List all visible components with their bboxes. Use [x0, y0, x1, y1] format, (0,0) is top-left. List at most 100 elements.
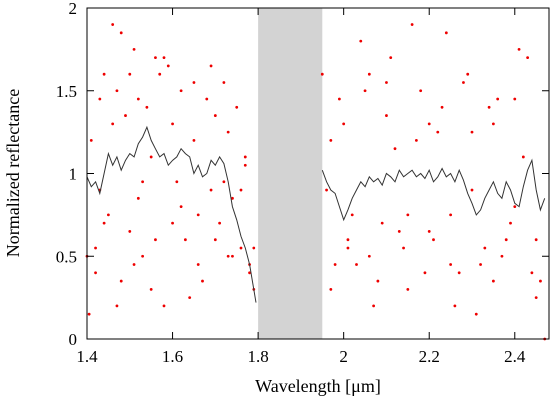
data-point	[406, 287, 410, 291]
data-point	[440, 105, 444, 109]
data-point	[218, 221, 222, 225]
data-point	[376, 279, 380, 283]
data-point	[329, 287, 333, 291]
data-point	[98, 97, 102, 101]
x-axis-title: Wavelength [μm]	[255, 376, 381, 396]
data-point	[128, 72, 132, 76]
data-point	[111, 23, 115, 26]
data-point	[136, 97, 140, 101]
data-point	[209, 64, 213, 68]
data-point	[479, 263, 482, 266]
data-point	[192, 139, 196, 142]
data-point	[141, 254, 145, 258]
data-point	[235, 105, 239, 109]
data-point	[393, 147, 397, 151]
data-point	[154, 56, 157, 60]
data-point	[449, 263, 453, 266]
y-tick-label: 0	[69, 330, 78, 349]
data-point	[355, 263, 358, 266]
data-point	[87, 312, 91, 316]
data-point	[231, 254, 234, 258]
x-tick-label: 2	[339, 347, 348, 366]
data-point	[427, 122, 431, 126]
data-point	[509, 221, 512, 225]
x-tick-label: 2.4	[504, 347, 526, 366]
data-point	[385, 81, 388, 84]
data-point	[166, 64, 170, 68]
data-point	[248, 271, 251, 275]
data-point	[444, 31, 448, 35]
data-point	[320, 72, 324, 76]
data-point	[128, 230, 132, 233]
data-point	[252, 246, 256, 250]
data-point	[119, 31, 123, 35]
data-point	[239, 188, 243, 192]
axes: 1.4 1.6 1.8 2 2.2 2.4 0 0.5 1 1.5 2	[56, 0, 550, 366]
data-point	[513, 205, 517, 209]
data-point	[141, 180, 145, 184]
y-tick-label: 0.5	[56, 247, 77, 266]
data-point	[359, 39, 363, 43]
data-point	[94, 246, 97, 250]
data-point	[243, 163, 247, 167]
data-point	[363, 89, 367, 93]
data-point	[521, 155, 525, 159]
y-tick-label: 1	[69, 165, 78, 184]
data-point	[453, 304, 457, 308]
data-point	[419, 89, 423, 93]
data-point	[466, 72, 470, 76]
data-point	[205, 97, 209, 101]
data-point	[333, 263, 337, 266]
data-point	[342, 122, 346, 126]
data-point	[526, 56, 530, 60]
data-point	[491, 279, 495, 283]
data-point	[196, 213, 200, 217]
data-point	[470, 188, 474, 192]
data-point	[188, 296, 192, 300]
data-point	[367, 254, 371, 258]
data-point	[115, 89, 119, 93]
data-point	[534, 296, 538, 300]
data-point	[462, 81, 465, 84]
data-point	[346, 246, 350, 250]
data-point	[427, 230, 431, 233]
x-tick-label: 2.2	[419, 347, 440, 366]
data-point	[457, 271, 461, 275]
data-point	[149, 287, 153, 291]
data-point	[158, 72, 162, 76]
data-point	[196, 263, 200, 266]
data-point	[102, 221, 106, 225]
data-point	[201, 279, 204, 283]
data-point	[226, 130, 230, 134]
data-point	[171, 221, 174, 225]
data-point	[402, 246, 405, 250]
data-point	[179, 205, 183, 209]
data-point	[534, 238, 538, 242]
data-point	[504, 238, 508, 242]
data-point	[329, 139, 333, 142]
y-axis-title: Normalized reflectance	[3, 89, 23, 257]
data-point	[106, 213, 110, 217]
data-point	[226, 254, 230, 258]
data-point	[183, 238, 187, 242]
data-point	[145, 105, 149, 109]
data-point	[530, 271, 534, 275]
data-point	[132, 47, 136, 51]
data-point	[119, 279, 123, 283]
x-tick-label: 1.6	[162, 347, 183, 366]
data-point	[380, 221, 384, 225]
data-point	[432, 238, 435, 242]
data-point	[115, 304, 119, 308]
data-point	[162, 304, 166, 308]
data-point	[209, 188, 213, 192]
data-point	[449, 213, 453, 217]
data-point	[325, 188, 328, 192]
data-point	[539, 279, 542, 283]
data-point	[517, 47, 521, 51]
data-point	[337, 97, 341, 101]
data-point	[243, 155, 247, 159]
data-point	[385, 114, 388, 117]
data-point	[470, 130, 474, 134]
data-point	[483, 246, 487, 250]
data-point	[487, 105, 491, 109]
